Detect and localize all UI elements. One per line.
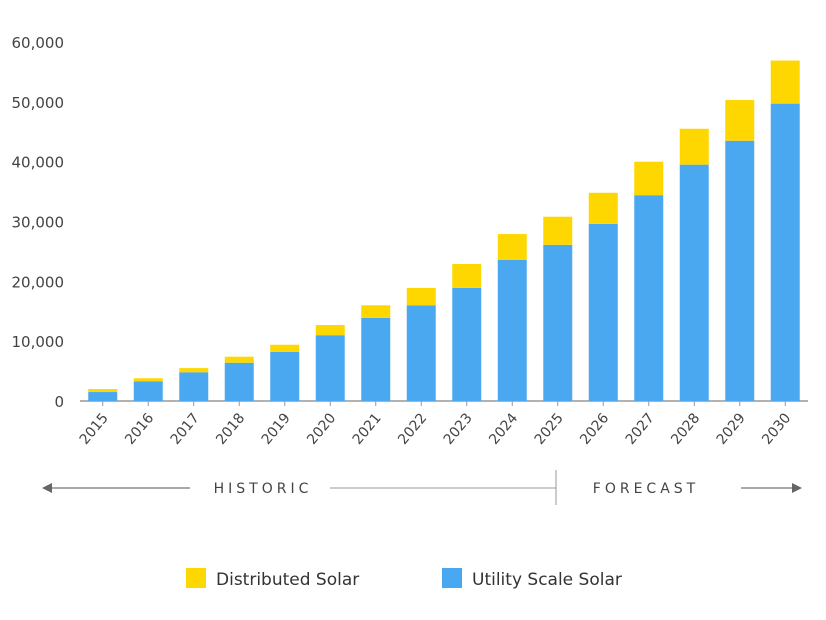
bar-utility-2016	[133, 381, 163, 401]
forecast-label: FORECAST	[593, 481, 699, 497]
bar-distributed-2022	[406, 287, 436, 306]
bar-utility-2024	[497, 259, 527, 401]
x-tick-label: 2024	[486, 410, 521, 448]
y-tick-label: 0	[54, 393, 64, 411]
bar-distributed-2023	[452, 263, 482, 288]
bar-distributed-2019	[270, 344, 300, 352]
bar-distributed-2029	[725, 100, 755, 141]
bar-utility-2027	[634, 195, 664, 401]
y-tick-label: 60,000	[12, 34, 65, 52]
bar-utility-2021	[361, 317, 391, 401]
x-tick-label: 2029	[714, 410, 749, 448]
historic-label: HISTORIC	[214, 481, 313, 497]
bar-distributed-2024	[497, 234, 527, 260]
bar-distributed-2015	[88, 389, 118, 393]
right-arrow-icon	[792, 483, 802, 493]
x-tick-label: 2021	[350, 410, 385, 448]
bar-distributed-2028	[679, 128, 709, 165]
x-tick-label: 2028	[668, 410, 703, 448]
bar-utility-2019	[270, 351, 300, 401]
bar-utility-2029	[725, 140, 755, 401]
x-tick-label: 2018	[213, 410, 248, 448]
x-tick-label: 2015	[77, 410, 112, 448]
bar-utility-2022	[406, 305, 436, 401]
legend-swatch	[186, 568, 206, 588]
bar-distributed-2027	[634, 161, 664, 196]
x-tick-label: 2030	[759, 410, 794, 448]
bar-distributed-2017	[179, 368, 209, 373]
x-tick-label: 2022	[395, 410, 430, 448]
x-tick-label: 2025	[532, 410, 567, 448]
bar-utility-2018	[224, 362, 254, 401]
x-tick-label: 2020	[304, 410, 339, 448]
y-tick-label: 50,000	[12, 94, 65, 112]
bar-distributed-2030	[770, 60, 800, 104]
x-tick-label: 2019	[259, 410, 294, 448]
bar-distributed-2025	[543, 216, 573, 245]
x-tick-label: 2023	[441, 410, 476, 448]
legend-label: Utility Scale Solar	[472, 570, 622, 590]
bar-distributed-2026	[588, 192, 618, 224]
y-tick-label: 40,000	[12, 154, 65, 172]
legend-swatch	[442, 568, 462, 588]
y-tick-label: 20,000	[12, 273, 65, 291]
bar-utility-2025	[543, 244, 573, 401]
x-tick-label: 2016	[122, 410, 157, 448]
y-tick-label: 10,000	[12, 333, 65, 351]
x-tick-label: 2017	[168, 410, 203, 448]
bar-utility-2030	[770, 103, 800, 402]
bar-utility-2026	[588, 223, 618, 401]
bar-distributed-2016	[133, 378, 163, 382]
bar-utility-2028	[679, 164, 709, 401]
bar-utility-2023	[452, 287, 482, 401]
bar-distributed-2018	[224, 356, 254, 363]
bar-utility-2020	[315, 335, 345, 401]
left-arrow-icon	[42, 483, 52, 493]
legend-label: Distributed Solar	[216, 570, 359, 590]
bar-utility-2015	[88, 392, 118, 401]
bar-distributed-2020	[315, 325, 345, 336]
x-tick-label: 2026	[577, 410, 612, 448]
x-tick-label: 2027	[623, 410, 658, 448]
y-tick-label: 30,000	[12, 214, 65, 232]
bar-utility-2017	[179, 372, 209, 401]
bar-distributed-2021	[361, 305, 391, 318]
